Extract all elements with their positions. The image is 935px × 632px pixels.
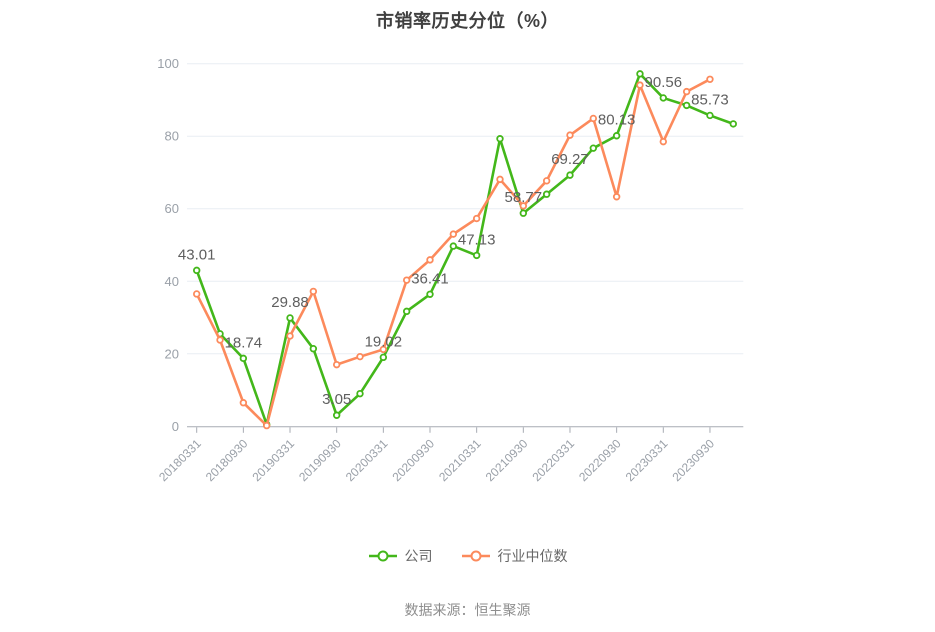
- point-value-label: 18.74: [225, 334, 263, 351]
- legend-item-company[interactable]: 公司: [368, 546, 433, 566]
- x-tick-label: 20200930: [389, 436, 437, 484]
- chart-title: 市销率历史分位（%）: [375, 11, 559, 31]
- company-series-point: [286, 314, 294, 322]
- industry-median-series-point: [356, 352, 364, 361]
- x-tick-label: 20220930: [576, 436, 624, 484]
- company-series-point: [636, 70, 644, 78]
- company-series-point: [379, 353, 388, 362]
- y-tick-label: 40: [165, 274, 179, 289]
- company-series-point: [402, 307, 411, 316]
- industry-median-series-point: [449, 230, 458, 238]
- x-tick-label: 20180930: [203, 436, 251, 484]
- industry-median-series-point: [332, 360, 341, 369]
- company-series-point: [519, 209, 528, 217]
- industry-median-series-point: [379, 345, 388, 354]
- company-series-point: [659, 94, 667, 102]
- legend-label-company: 公司: [404, 548, 433, 564]
- company-series-point: [566, 171, 574, 179]
- industry-median-series-point: [566, 131, 574, 139]
- x-tick-label: 20230331: [623, 436, 671, 484]
- industry-median-series-point: [589, 114, 598, 123]
- company-series-point: [472, 251, 481, 260]
- point-value-label: 47.13: [458, 231, 496, 248]
- point-value-label: 29.88: [271, 294, 309, 311]
- chart-legend: 公司 行业中位数: [0, 546, 935, 566]
- company-series-point: [729, 120, 737, 128]
- legend-marker-company-icon: [368, 550, 397, 562]
- y-tick-label: 60: [165, 201, 179, 216]
- company-series-point: [192, 266, 201, 275]
- point-value-label: 19.02: [365, 333, 403, 350]
- company-series-point: [239, 354, 248, 363]
- x-tick-label: 20210930: [483, 436, 531, 484]
- industry-median-series-point: [636, 81, 644, 89]
- industry-median-series-point: [542, 177, 551, 185]
- industry-median-series-point: [612, 193, 621, 201]
- x-tick-label: 20190930: [296, 436, 344, 484]
- industry-median-series-point: [216, 336, 224, 344]
- company-series-point: [682, 101, 691, 110]
- company-series-point: [426, 290, 434, 298]
- industry-median-series-point: [402, 276, 411, 284]
- y-tick-label: 20: [165, 346, 179, 361]
- y-tick-label: 0: [172, 419, 179, 434]
- industry-median-series-point: [239, 399, 248, 407]
- industry-median-series-line: [195, 77, 712, 427]
- industry-median-series-point: [659, 137, 667, 146]
- point-value-label: 36.41: [411, 270, 449, 287]
- industry-median-series-point: [682, 87, 691, 96]
- company-series-point: [449, 242, 458, 250]
- point-value-label: 90.56: [645, 74, 683, 91]
- legend-label-industry-median: 行业中位数: [497, 548, 568, 564]
- company-series-point: [332, 411, 341, 419]
- company-series-point: [309, 345, 318, 353]
- legend-marker-industry-median-icon: [461, 550, 490, 562]
- industry-median-series-point: [309, 287, 318, 296]
- x-tick-label: 20230930: [669, 436, 717, 484]
- company-series-point: [589, 144, 598, 152]
- point-value-label: 58.77: [505, 189, 543, 206]
- x-tick-label: 20220331: [529, 436, 577, 484]
- point-value-label: 43.01: [178, 246, 216, 263]
- company-series-point: [612, 132, 621, 140]
- company-series-point: [496, 135, 504, 143]
- industry-median-series-point: [426, 256, 434, 264]
- y-tick-label: 80: [165, 129, 179, 144]
- y-tick-label: 100: [157, 56, 179, 71]
- legend-item-industry-median[interactable]: 行业中位数: [461, 546, 568, 566]
- industry-median-series-point: [262, 421, 271, 430]
- point-value-label: 69.27: [551, 151, 589, 168]
- company-series-point: [706, 111, 714, 120]
- industry-median-series-point: [496, 175, 504, 184]
- company-series-point: [542, 190, 551, 198]
- point-value-label: 3.05: [322, 391, 351, 408]
- x-tick-label: 20180331: [156, 436, 204, 484]
- industry-median-series-point: [472, 214, 481, 223]
- x-tick-label: 20200331: [343, 436, 391, 484]
- company-series-point: [356, 389, 364, 398]
- point-value-label: 85.73: [691, 91, 729, 108]
- industry-median-series-point: [192, 290, 201, 298]
- x-tick-label: 20190331: [249, 436, 297, 484]
- industry-median-series-point: [706, 75, 714, 83]
- point-value-label: 80.13: [598, 112, 636, 129]
- x-tick-label: 20210331: [436, 436, 484, 484]
- industry-median-series-point: [286, 332, 294, 340]
- company-series-line: [195, 72, 735, 426]
- data-source-note: 数据来源：恒生聚源: [404, 602, 531, 618]
- industry-median-series-point: [519, 202, 528, 210]
